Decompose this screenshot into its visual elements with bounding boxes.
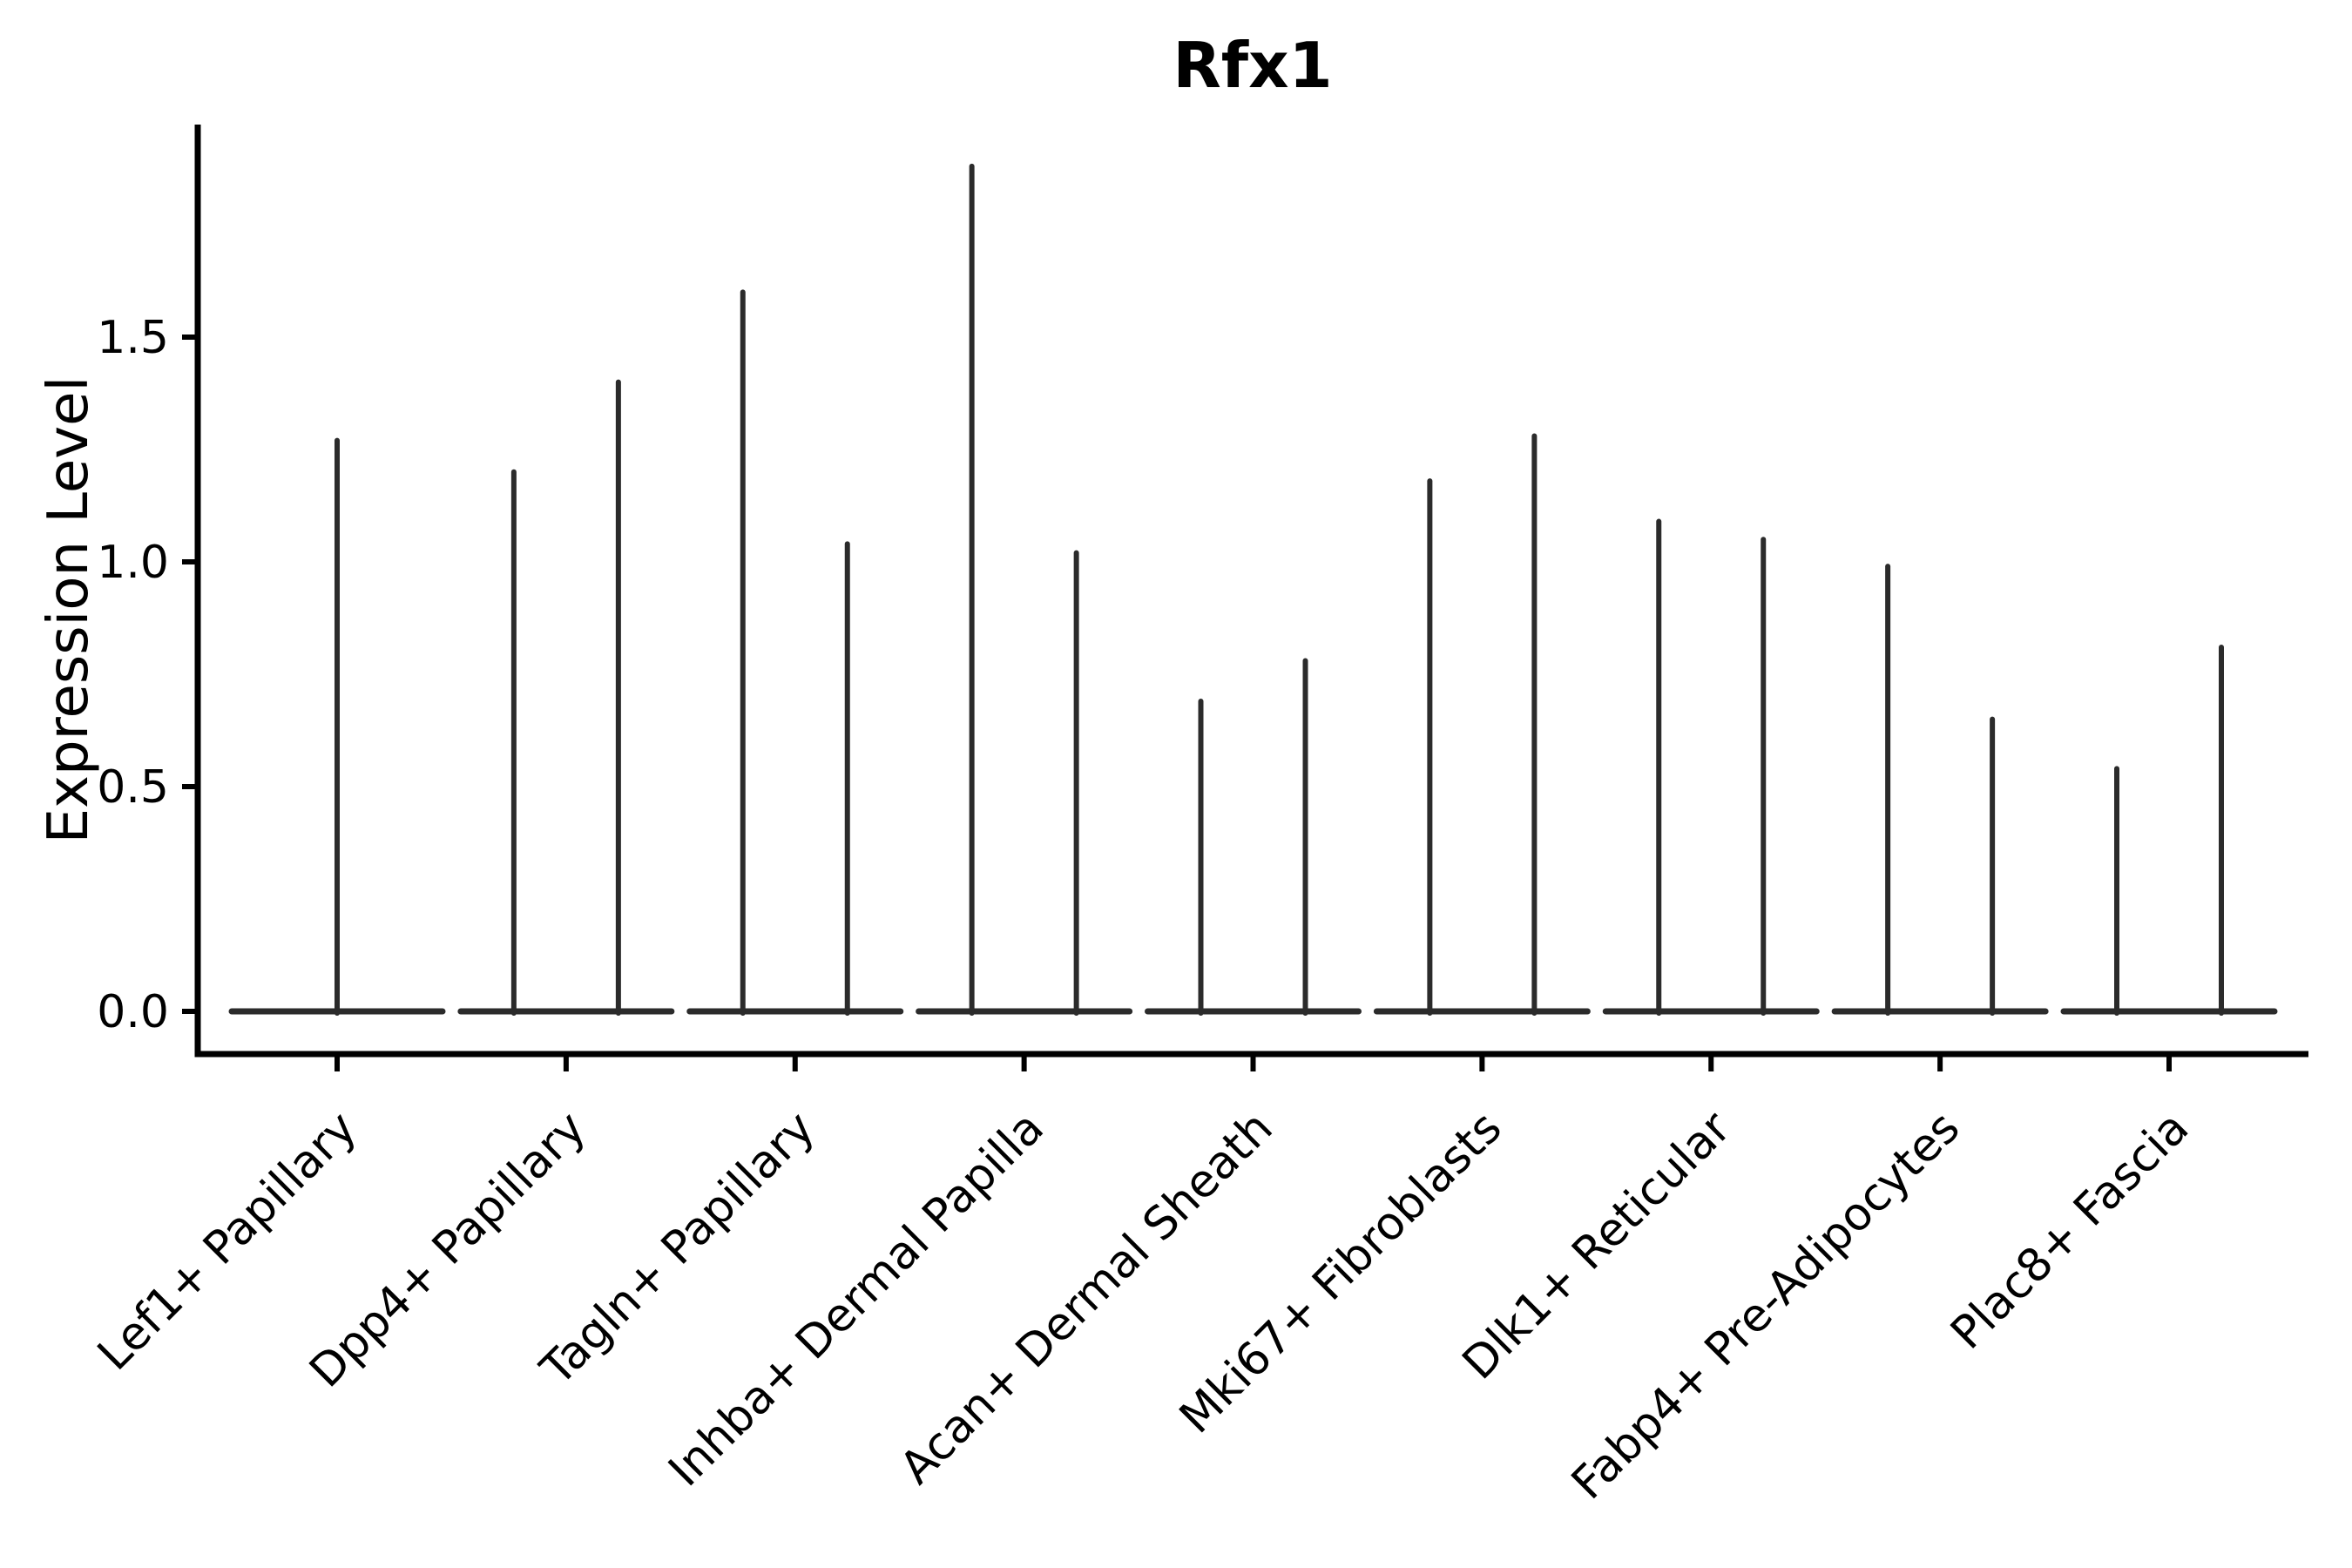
y-tick-label: 0.0	[97, 986, 169, 1038]
x-tick-label: Fabp4+ Pre-Adipocytes	[1562, 1102, 1970, 1510]
x-tick-label: Inhba+ Dermal Papilla	[659, 1102, 1053, 1497]
y-tick-label: 0.5	[97, 761, 169, 814]
y-tick-label: 1.5	[97, 312, 169, 364]
y-axis-title: Expression Level	[37, 376, 101, 844]
chart-title: Rfx1	[1173, 29, 1332, 102]
x-tick-label: Plac8+ Fascia	[1941, 1102, 2199, 1360]
x-tick-label: Acan+ Dermal Sheath	[890, 1102, 1283, 1495]
y-tick-label: 1.0	[97, 537, 169, 589]
